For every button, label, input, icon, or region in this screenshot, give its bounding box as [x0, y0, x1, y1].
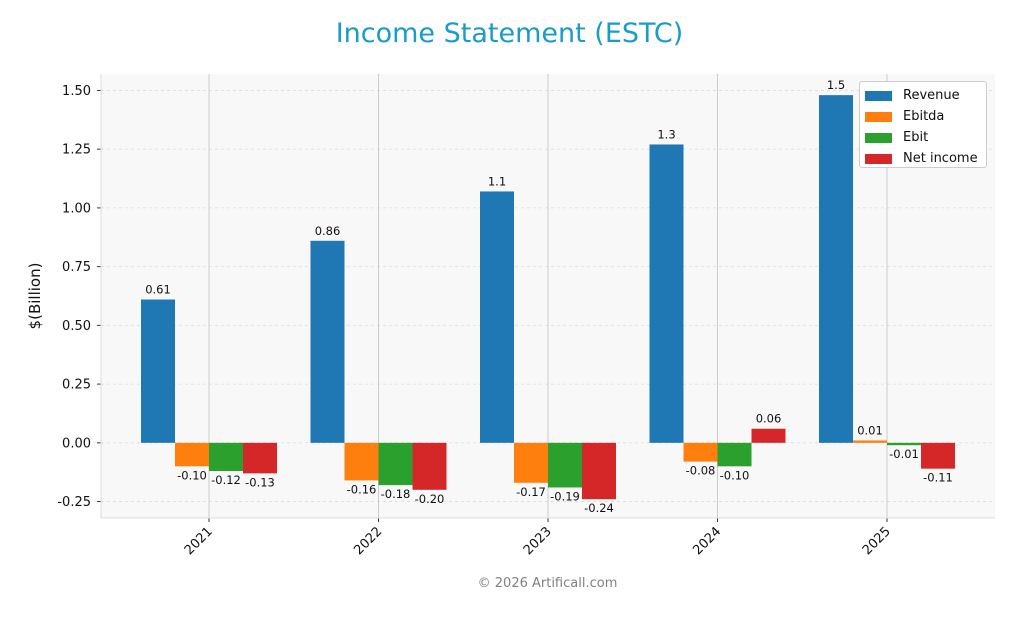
bar-net-income	[243, 442, 277, 474]
data-label: -0.08	[686, 464, 716, 478]
data-label: 1.1	[488, 174, 506, 188]
bar-net-income	[751, 428, 786, 443]
data-label: 0.86	[315, 224, 341, 238]
y-tick-label: 0.75	[62, 260, 91, 275]
data-label: -0.10	[177, 468, 207, 482]
legend-swatch-ebitda	[865, 111, 892, 122]
chart-legend: Revenue Ebitda Ebit Net income	[859, 81, 987, 168]
data-label: -0.01	[889, 447, 919, 461]
bar-revenue	[819, 95, 853, 443]
bar-net-income	[412, 442, 447, 490]
bar-ebitda	[344, 442, 379, 481]
bar-ebitda	[683, 442, 718, 462]
data-label: -0.24	[584, 501, 614, 515]
legend-label-revenue: Revenue	[903, 88, 960, 103]
y-tick-label: 0.50	[62, 319, 91, 334]
legend-swatch-revenue	[865, 90, 892, 101]
legend-label-ebit: Ebit	[903, 130, 929, 145]
legend-item-ebit: Ebit	[860, 127, 986, 148]
data-label: -0.12	[211, 473, 241, 487]
bar-revenue	[480, 191, 514, 443]
data-label: -0.10	[720, 468, 750, 482]
x-tick-label: 2022	[351, 524, 385, 558]
bar-revenue	[141, 299, 175, 443]
y-tick-label: 0.25	[62, 378, 91, 393]
y-tick-label: 1.50	[62, 84, 91, 99]
bar-ebitda	[853, 440, 887, 443]
y-tick-label: 1.25	[62, 143, 91, 158]
data-label: -0.11	[923, 471, 953, 485]
legend-item-revenue: Revenue	[860, 85, 986, 106]
legend-item-ebitda: Ebitda	[860, 106, 986, 127]
x-tick-label: 2021	[182, 524, 216, 558]
data-label: -0.16	[347, 482, 377, 496]
data-label: 0.01	[857, 423, 883, 437]
data-label: 0.61	[145, 283, 171, 297]
bar-ebit	[717, 442, 752, 467]
y-tick-label: -0.25	[57, 495, 91, 510]
data-label: -0.13	[245, 475, 275, 489]
data-label: -0.19	[550, 489, 580, 503]
bar-ebit	[378, 442, 413, 486]
bar-ebit	[548, 442, 582, 488]
data-label: 1.5	[827, 78, 845, 92]
legend-label-net-income: Net income	[903, 151, 978, 166]
data-label: -0.17	[516, 485, 546, 499]
legend-swatch-ebit	[865, 132, 892, 143]
data-label: -0.20	[415, 492, 445, 506]
legend-item-net-income: Net income	[860, 148, 986, 169]
x-tick-label: 2024	[690, 524, 724, 558]
data-label: 0.06	[756, 412, 782, 426]
chart-title: Income Statement (ESTC)	[335, 18, 684, 49]
bar-ebitda	[514, 442, 548, 483]
y-tick-label: 0.00	[62, 436, 91, 451]
x-tick-label: 2025	[860, 524, 894, 558]
bar-revenue	[649, 144, 684, 443]
bar-net-income	[582, 442, 616, 500]
legend-swatch-net-income	[865, 153, 892, 164]
y-tick-label: 1.00	[62, 201, 91, 216]
bar-net-income	[921, 442, 955, 469]
bar-ebit	[887, 442, 921, 446]
data-label: 1.3	[657, 127, 675, 141]
bar-ebit	[209, 442, 243, 472]
bar-revenue	[310, 240, 345, 443]
data-label: -0.18	[381, 487, 411, 501]
copyright-text: © 2026 Artificall.com	[477, 576, 618, 591]
y-axis-label: $(Billion)	[26, 263, 44, 330]
bar-ebitda	[175, 442, 209, 467]
legend-label-ebitda: Ebitda	[903, 109, 945, 124]
x-tick-label: 2023	[521, 524, 555, 558]
